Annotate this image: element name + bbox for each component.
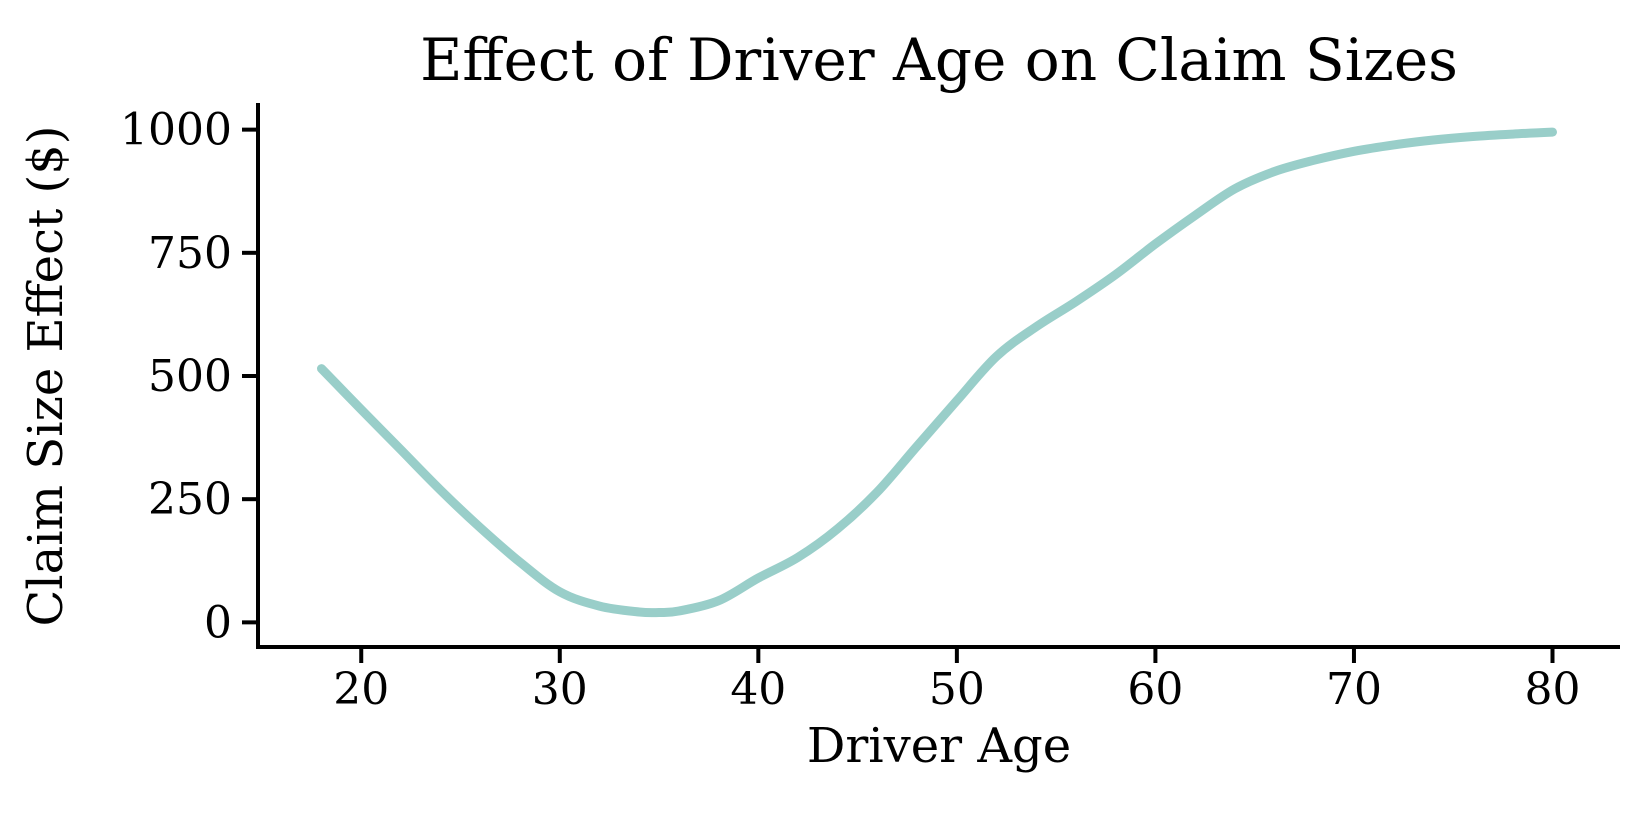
x-tick-label: 80: [1524, 664, 1580, 715]
chart-title: Effect of Driver Age on Claim Sizes: [420, 26, 1458, 94]
curve-claim-size-effect: [317, 127, 1557, 618]
x-tick-label: 60: [1127, 664, 1183, 715]
x-tick-label: 40: [730, 664, 786, 715]
y-tick-label: 500: [148, 351, 232, 402]
x-tick-label: 20: [333, 664, 389, 715]
x-tick-label: 50: [929, 664, 985, 715]
plot-area: [258, 105, 1620, 647]
y-tick-label: 250: [148, 474, 232, 525]
x-axis-label: Driver Age: [807, 718, 1071, 774]
x-tick-label: 70: [1326, 664, 1382, 715]
x-tick-label: 30: [532, 664, 588, 715]
axis-ticks: [242, 127, 1555, 663]
y-tick-label: 0: [204, 597, 232, 648]
y-tick-label: 750: [148, 228, 232, 279]
y-axis-label: Claim Size Effect ($): [18, 126, 74, 627]
axis-tick-labels: 20 30 40 50 60 70 80 0 250 500 750 1000: [120, 105, 1580, 715]
y-tick-label: 1000: [120, 105, 232, 156]
